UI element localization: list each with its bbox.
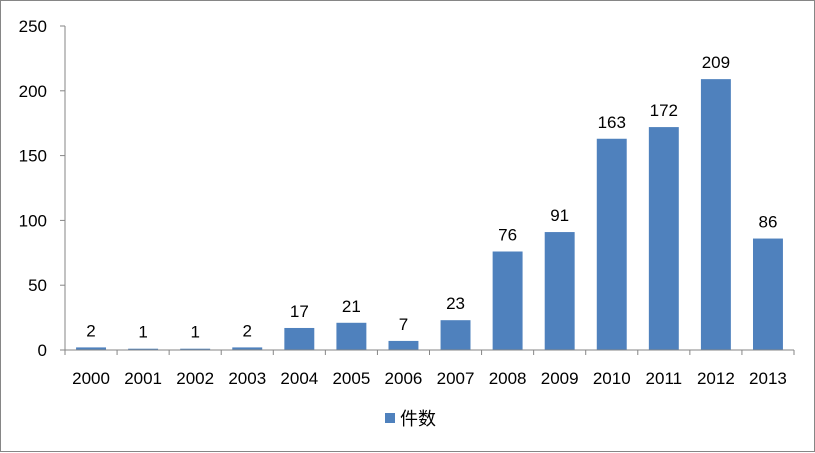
bar-2012	[700, 79, 731, 351]
x-tick-label: 2003	[228, 369, 266, 388]
legend: 件数	[385, 409, 436, 429]
legend-label: 件数	[400, 409, 436, 429]
bar-2006	[388, 340, 419, 350]
bar-2001	[128, 348, 159, 350]
x-axis: 2000 2001 2002 2003 2004 2005 2006 2007 2008 2009…	[64, 349, 795, 388]
data-label-2002: 1	[190, 323, 199, 342]
bar-2009	[544, 232, 575, 350]
bar-2013	[752, 238, 783, 350]
y-tick-label: 100	[19, 211, 47, 230]
y-tick-label: 250	[19, 17, 47, 36]
x-tick-label: 2010	[593, 369, 631, 388]
data-label-2012: 209	[702, 53, 730, 72]
bar-2000	[76, 347, 107, 350]
x-tick-label: 2001	[124, 369, 162, 388]
bars	[76, 79, 783, 351]
y-axis: 0 50 100 150 200 250	[19, 17, 66, 360]
data-label-2007: 23	[446, 294, 465, 313]
y-tick-label: 150	[19, 147, 47, 166]
x-tick-label: 2007	[437, 369, 475, 388]
bar-2003	[232, 347, 263, 350]
x-tick-label: 2002	[176, 369, 214, 388]
x-tick-label: 2000	[72, 369, 110, 388]
data-label-2013: 86	[759, 213, 778, 232]
x-tick-label: 2012	[697, 369, 735, 388]
x-tick-label: 2008	[489, 369, 527, 388]
y-tick-label: 0	[38, 341, 47, 360]
x-tick-label: 2005	[332, 369, 370, 388]
x-tick-label: 2013	[749, 369, 787, 388]
data-label-2005: 21	[342, 297, 361, 316]
bar-2005	[336, 322, 367, 350]
data-label-2000: 2	[86, 321, 95, 340]
bar-2011	[648, 127, 679, 350]
y-tick-label: 50	[28, 276, 47, 295]
data-label-2011: 172	[650, 101, 678, 120]
data-label-2004: 17	[290, 302, 309, 321]
data-label-2010: 163	[598, 113, 626, 132]
x-tick-label: 2006	[385, 369, 423, 388]
data-label-2008: 76	[498, 226, 517, 245]
data-label-2006: 7	[399, 315, 408, 334]
bar-2010	[596, 138, 627, 350]
legend-swatch	[385, 413, 395, 423]
data-label-2001: 1	[138, 323, 147, 342]
data-label-2009: 91	[550, 206, 569, 225]
data-label-2003: 2	[243, 321, 252, 340]
bar-2004	[284, 327, 315, 350]
bar-2007	[440, 320, 471, 350]
y-tick-label: 200	[19, 82, 47, 101]
x-tick-label: 2004	[280, 369, 318, 388]
x-tick-label: 2011	[646, 369, 683, 388]
bar-2008	[492, 251, 523, 350]
bar-2002	[180, 348, 211, 350]
x-tick-label: 2009	[541, 369, 579, 388]
